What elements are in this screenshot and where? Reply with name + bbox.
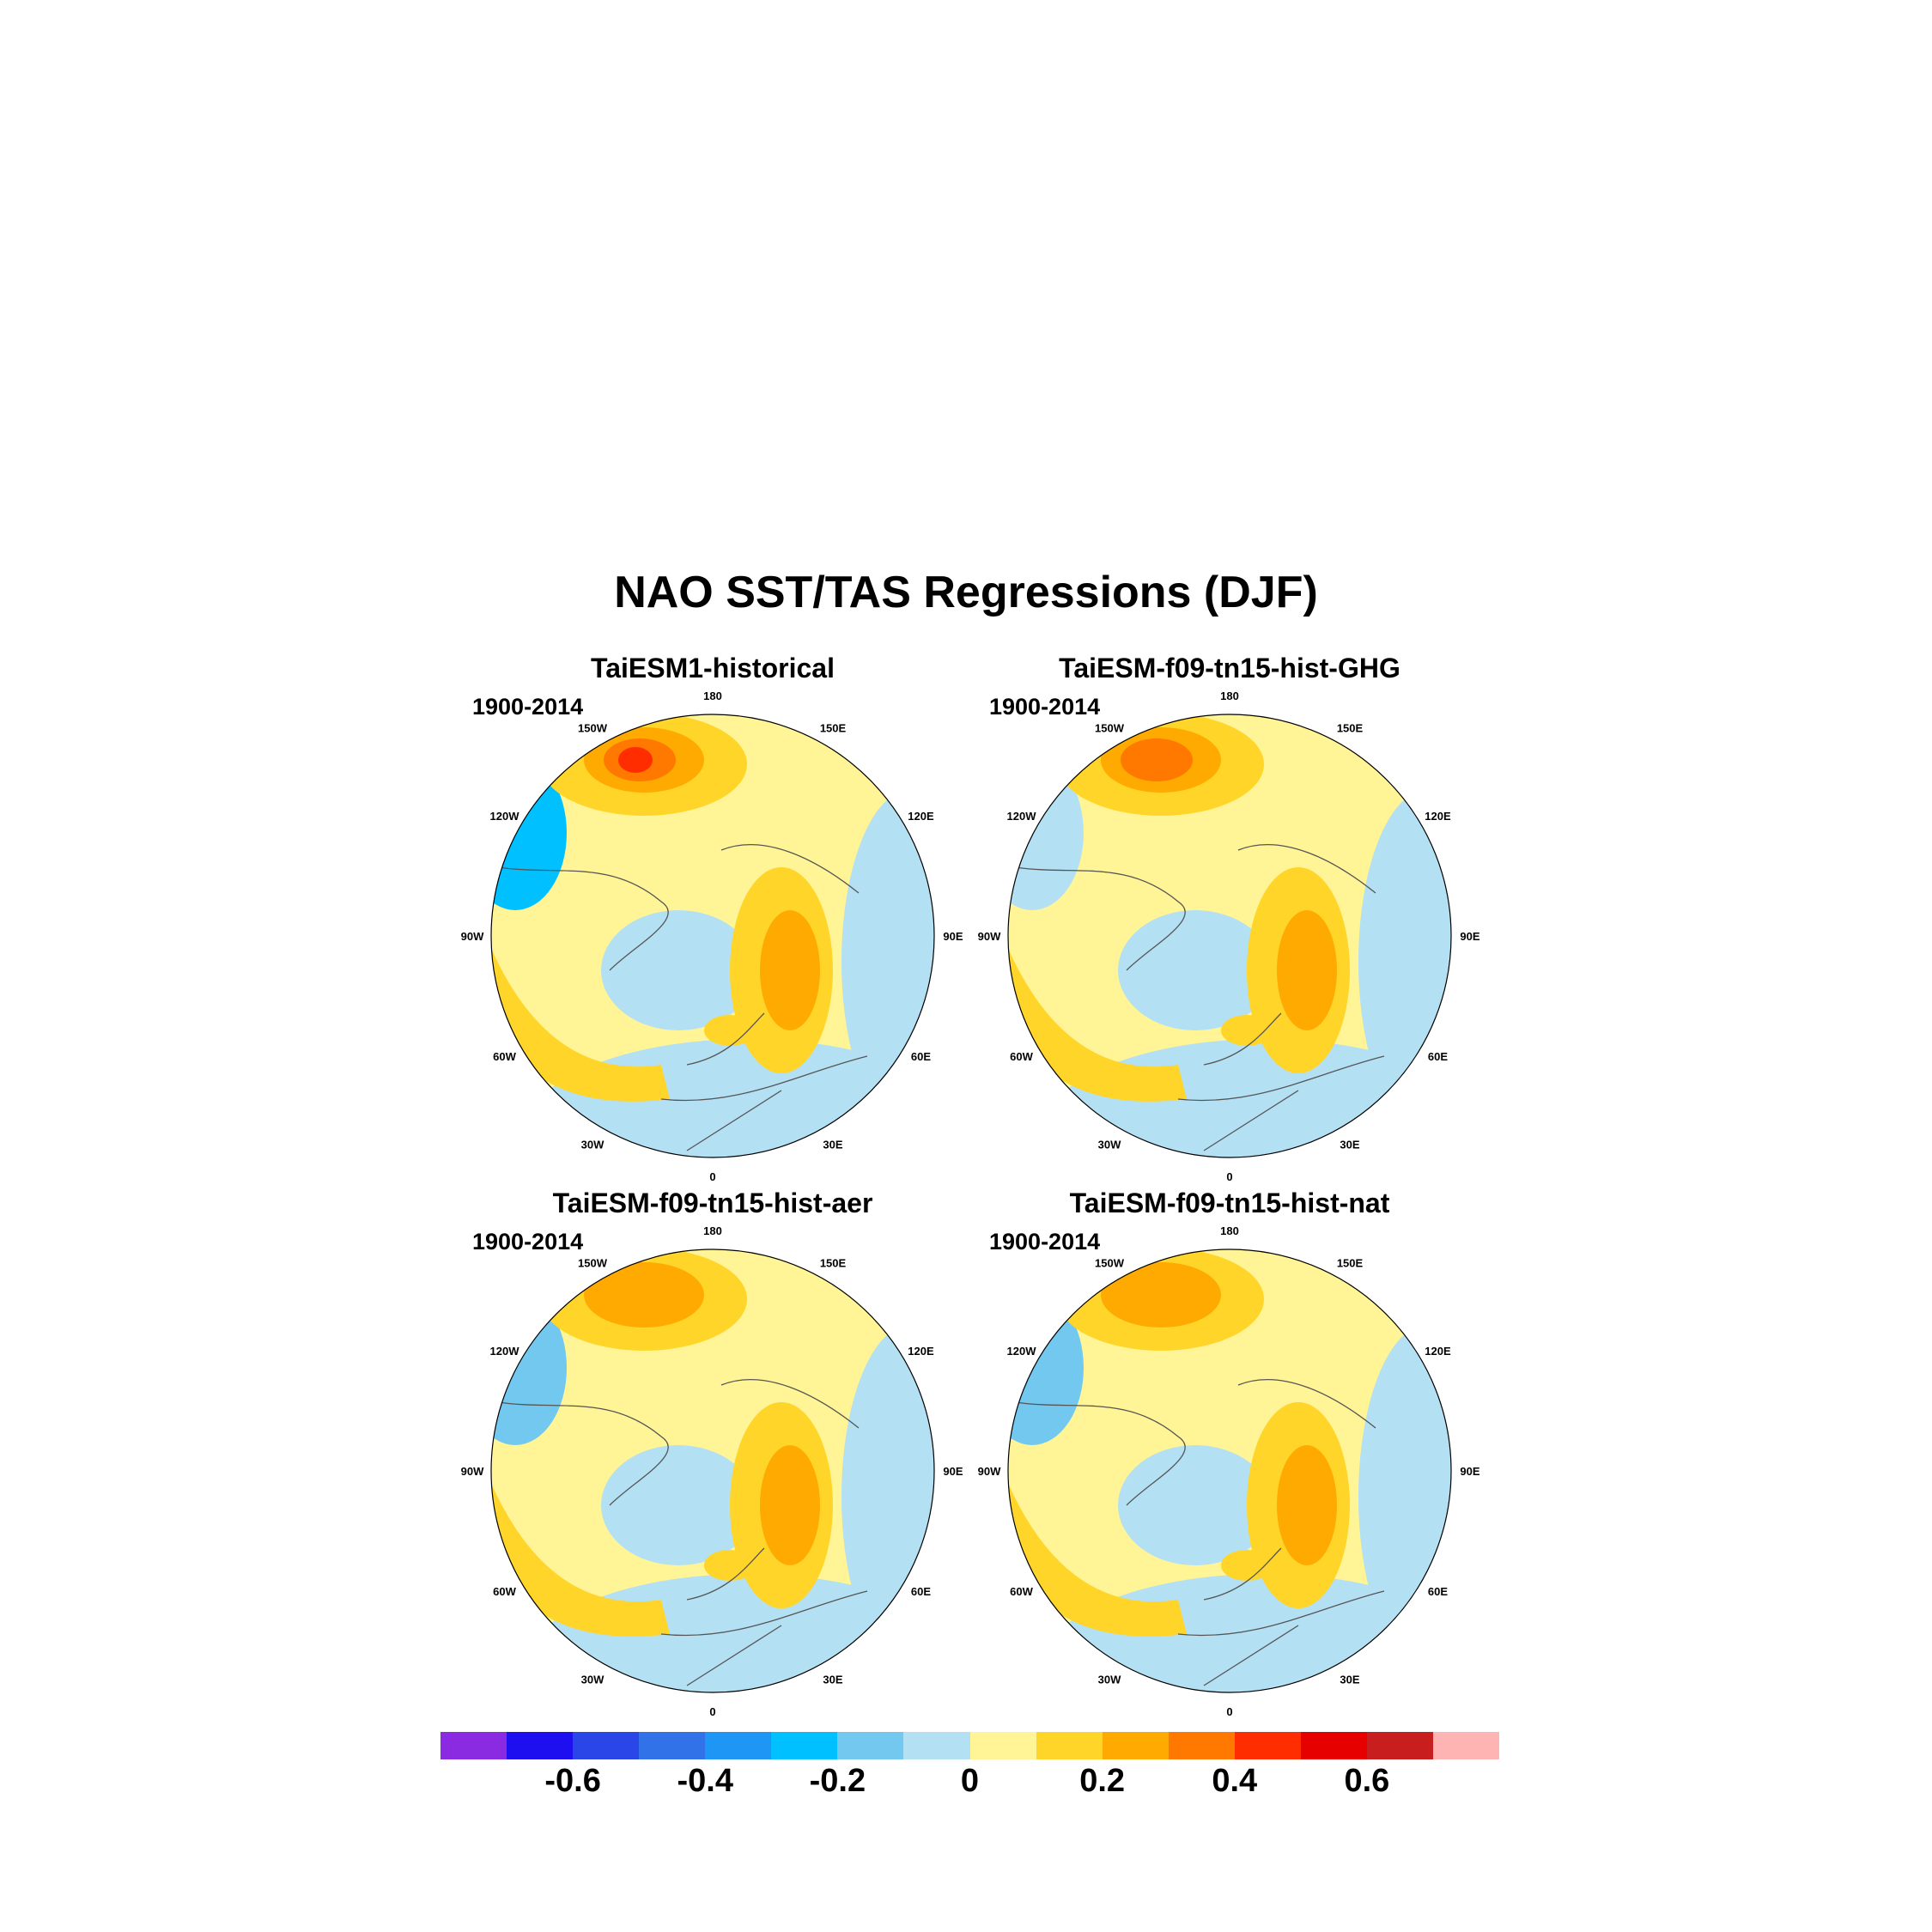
polar-map: 180 150E 120E 90E 60E 30E 0 30W 60W 90W 120W 150W xyxy=(978,1224,1480,1718)
polar-map: 180 150E 120E 90E 60E 30E 0 30W 60W 90W 120W 150W xyxy=(461,690,963,1183)
polar-map: 180 150E 120E 90E 60E 30E 0 30W 60W 90W 120W 150W xyxy=(461,1224,963,1718)
longitude-label: 150E xyxy=(1337,722,1364,735)
longitude-label: 30E xyxy=(1340,1138,1359,1151)
longitude-label: 0 xyxy=(709,1705,715,1718)
colorbar-box xyxy=(969,1732,1036,1759)
longitude-label: 60E xyxy=(911,1585,931,1598)
colorbar-box xyxy=(440,1732,507,1759)
longitude-label: 90E xyxy=(943,930,963,943)
colorbar-box xyxy=(573,1732,640,1759)
colorbar-box xyxy=(1102,1732,1169,1759)
longitude-label: 60E xyxy=(911,1050,931,1063)
colorbar-box xyxy=(507,1732,574,1759)
colorbar-tick-label: -0.6 xyxy=(544,1763,601,1799)
longitude-label: 90W xyxy=(461,930,484,943)
colorbar-box xyxy=(1234,1732,1301,1759)
panel-period: 1900-2014 xyxy=(472,1229,584,1255)
panel-period: 1900-2014 xyxy=(472,694,584,720)
map-panel-nat: TaiESM-f09-tn15-hist-nat 1900-2014 180 15… xyxy=(955,1188,1504,1718)
longitude-label: 150E xyxy=(1337,1257,1364,1270)
longitude-label: 30W xyxy=(1098,1673,1121,1686)
panel-period: 1900-2014 xyxy=(989,694,1101,720)
longitude-label: 150E xyxy=(820,1257,847,1270)
colorbar-box xyxy=(705,1732,772,1759)
longitude-label: 180 xyxy=(703,1224,722,1237)
longitude-label: 120E xyxy=(1425,810,1451,823)
longitude-label: 120E xyxy=(908,1345,934,1358)
longitude-label: 30E xyxy=(823,1673,842,1686)
longitude-label: 60W xyxy=(1010,1585,1033,1598)
panel-title: TaiESM-f09-tn15-hist-GHG xyxy=(1059,653,1400,683)
longitude-label: 30E xyxy=(823,1138,842,1151)
map-panel-aer: TaiESM-f09-tn15-hist-aer 1900-2014 180 15… xyxy=(438,1188,987,1718)
longitude-label: 0 xyxy=(1226,1705,1232,1718)
panel-title: TaiESM1-historical xyxy=(591,653,835,683)
longitude-label: 60W xyxy=(1010,1050,1033,1063)
longitude-label: 60W xyxy=(493,1585,516,1598)
longitude-label: 60E xyxy=(1428,1585,1448,1598)
longitude-label: 90E xyxy=(1460,1465,1479,1478)
map-panel-ghg: TaiESM-f09-tn15-hist-GHG 1900-2014 180 15… xyxy=(955,653,1504,1183)
colorbar-box xyxy=(837,1732,904,1759)
colorbar-box xyxy=(1168,1732,1235,1759)
longitude-label: 30W xyxy=(581,1673,605,1686)
longitude-label: 180 xyxy=(1220,690,1239,702)
colorbar-tick-label: 0.6 xyxy=(1344,1763,1390,1799)
longitude-label: 90E xyxy=(943,1465,963,1478)
panel-period: 1900-2014 xyxy=(989,1229,1101,1255)
colorbar-labels: -0.6 -0.4 -0.2 0 0.2 0.4 0.6 xyxy=(440,1763,1499,1806)
map-border xyxy=(1007,714,1452,1158)
map-border xyxy=(1007,1249,1452,1693)
panel-title: TaiESM-f09-tn15-hist-aer xyxy=(552,1188,873,1218)
colorbar-box xyxy=(1366,1732,1433,1759)
map-border xyxy=(490,714,935,1158)
longitude-label: 150W xyxy=(578,722,608,735)
longitude-label: 150W xyxy=(578,1257,608,1270)
longitude-label: 150W xyxy=(1095,1257,1125,1270)
longitude-label: 120W xyxy=(1007,810,1037,823)
longitude-label: 90W xyxy=(461,1465,484,1478)
longitude-label: 90W xyxy=(978,1465,1001,1478)
colorbar-box xyxy=(1432,1732,1499,1759)
longitude-label: 180 xyxy=(1220,1224,1239,1237)
longitude-label: 120W xyxy=(490,1345,520,1358)
longitude-label: 120W xyxy=(490,810,520,823)
map-border xyxy=(490,1249,935,1693)
colorbar-tick-label: -0.2 xyxy=(809,1763,866,1799)
longitude-label: 60E xyxy=(1428,1050,1448,1063)
colorbar-box xyxy=(639,1732,706,1759)
figure-title: NAO SST/TAS Regressions (DJF) xyxy=(614,568,1318,617)
map-panel-historical: TaiESM1-historical 1900-2014 180 150E 120E… xyxy=(438,653,987,1183)
colorbar xyxy=(440,1732,1499,1759)
longitude-label: 150E xyxy=(820,722,847,735)
longitude-label: 90W xyxy=(978,930,1001,943)
colorbar-tick-label: 0.2 xyxy=(1079,1763,1126,1799)
longitude-label: 150W xyxy=(1095,722,1125,735)
polar-map: 180 150E 120E 90E 60E 30E 0 30W 60W 90W 120W 150W xyxy=(978,690,1480,1183)
colorbar-box xyxy=(1300,1732,1367,1759)
colorbar-tick-label: 0.4 xyxy=(1212,1763,1258,1799)
colorbar-box xyxy=(1036,1732,1103,1759)
longitude-label: 90E xyxy=(1460,930,1479,943)
longitude-label: 180 xyxy=(703,690,722,702)
panel-title: TaiESM-f09-tn15-hist-nat xyxy=(1069,1188,1390,1218)
colorbar-box xyxy=(771,1732,838,1759)
longitude-label: 0 xyxy=(1226,1170,1232,1183)
longitude-label: 30W xyxy=(581,1138,605,1151)
colorbar-box xyxy=(903,1732,970,1759)
longitude-label: 60W xyxy=(493,1050,516,1063)
longitude-label: 30E xyxy=(1340,1673,1359,1686)
colorbar-tick-label: 0 xyxy=(960,1763,980,1799)
longitude-label: 30W xyxy=(1098,1138,1121,1151)
longitude-label: 120E xyxy=(908,810,934,823)
longitude-label: 120W xyxy=(1007,1345,1037,1358)
longitude-label: 0 xyxy=(709,1170,715,1183)
colorbar-tick-label: -0.4 xyxy=(677,1763,733,1799)
longitude-label: 120E xyxy=(1425,1345,1451,1358)
